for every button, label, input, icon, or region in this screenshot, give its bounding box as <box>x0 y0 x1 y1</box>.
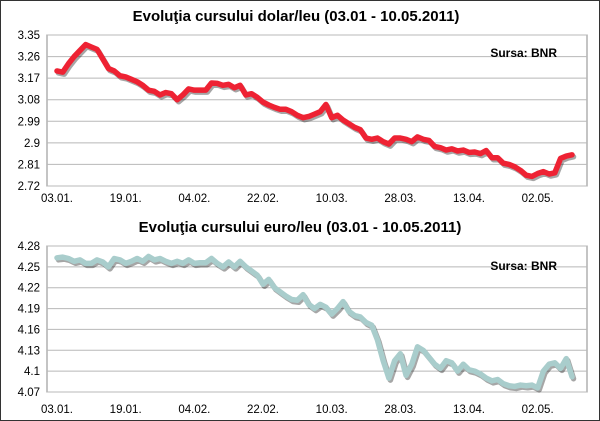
y-tick-label: 2.9 <box>24 138 40 150</box>
y-tick-label: 3.08 <box>18 95 40 107</box>
x-tick-label: 03.01. <box>41 404 73 416</box>
source-label-dollar-leu: Sursa: BNR <box>490 46 557 60</box>
euro-leu-chart: Evoluţia cursului euro/leu (03.01 - 10.0… <box>18 219 588 416</box>
x-axis-dollar-leu: 03.01. 19.01. 04.02. 22.02. 10.03. 28.03. 13.0… <box>41 193 554 205</box>
series-line-euro-leu <box>54 253 575 391</box>
y-tick-label: 3.35 <box>18 30 40 42</box>
x-tick-label: 10.03. <box>316 193 348 205</box>
y-tick-label: 4.13 <box>18 345 40 357</box>
x-tick-label: 02.05. <box>522 193 554 205</box>
x-tick-label: 22.02. <box>247 193 279 205</box>
chart-title-dollar-leu: Evoluţia cursului dolar/leu (03.01 - 10.… <box>133 8 460 25</box>
y-axis-euro-leu: 4.28 4.25 4.22 4.19 4.16 4.13 4.1 4.07 <box>18 241 40 399</box>
series-euro-leu <box>54 253 577 393</box>
x-tick-label: 10.03. <box>316 404 348 416</box>
x-tick-label: 19.01. <box>110 193 142 205</box>
x-tick-label: 04.02. <box>178 193 210 205</box>
y-tick-label: 4.28 <box>18 241 40 253</box>
y-tick-label: 4.1 <box>24 366 40 378</box>
y-tick-label: 4.07 <box>18 387 40 399</box>
y-tick-label: 2.72 <box>18 181 40 193</box>
series-dollar-leu <box>54 41 577 182</box>
gridlines-euro-leu <box>47 245 587 393</box>
x-tick-label: 02.05. <box>522 404 554 416</box>
x-tick-label: 13.04. <box>453 404 485 416</box>
chart-title-euro-leu: Evoluţia cursului euro/leu (03.01 - 10.0… <box>139 219 462 236</box>
y-tick-label: 3.26 <box>18 52 40 64</box>
x-tick-label: 13.04. <box>453 193 485 205</box>
y-tick-label: 2.99 <box>18 116 40 128</box>
y-tick-label: 4.19 <box>18 304 40 316</box>
x-tick-label: 22.02. <box>247 404 279 416</box>
dollar-leu-chart: Evoluţia cursului dolar/leu (03.01 - 10.… <box>18 8 588 205</box>
x-tick-label: 28.03. <box>384 404 416 416</box>
y-tick-label: 4.25 <box>18 262 40 274</box>
plot-area-euro-leu <box>46 245 588 393</box>
series-line-dollar-leu <box>54 41 575 180</box>
y-tick-label: 2.81 <box>18 159 40 171</box>
x-tick-label: 04.02. <box>178 404 210 416</box>
x-tick-label: 19.01. <box>110 404 142 416</box>
source-label-euro-leu: Sursa: BNR <box>490 259 557 273</box>
x-tick-label: 28.03. <box>384 193 416 205</box>
y-axis-dollar-leu: 3.35 3.26 3.17 3.08 2.99 2.9 2.81 2.72 <box>18 30 40 193</box>
y-tick-label: 4.22 <box>18 283 40 295</box>
x-axis-euro-leu: 03.01. 19.01. 04.02. 22.02. 10.03. 28.03. 13.0… <box>41 404 554 416</box>
y-tick-label: 4.16 <box>18 324 40 336</box>
gridlines-dollar-leu <box>47 34 587 187</box>
y-tick-label: 3.17 <box>18 73 40 85</box>
x-tick-label: 03.01. <box>41 193 73 205</box>
